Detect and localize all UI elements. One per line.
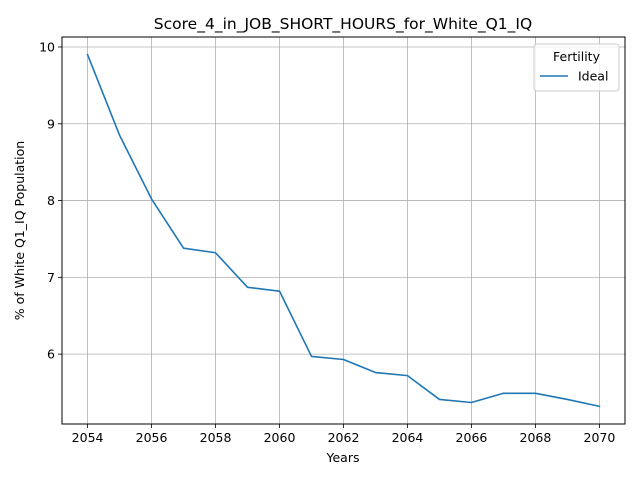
x-tick-label: 2062 <box>328 430 360 445</box>
x-axis: 2054 2056 2058 2060 2062 2064 2066 2068 2070 <box>72 424 616 445</box>
legend: Fertility Ideal <box>533 43 620 92</box>
x-tick-label: 2058 <box>200 430 232 445</box>
x-tick-label: 2068 <box>520 430 552 445</box>
y-tick-label: 6 <box>47 347 55 362</box>
x-tick-label: 2070 <box>584 430 616 445</box>
y-tick-label: 7 <box>47 270 55 285</box>
y-tick-label: 8 <box>47 193 55 208</box>
chart-title: Score_4_in_JOB_SHORT_HOURS_for_White_Q1_… <box>154 15 532 34</box>
y-tick-label: 10 <box>39 39 55 54</box>
y-tick-label: 9 <box>47 116 55 131</box>
x-axis-label: Years <box>326 450 360 465</box>
y-axis: 6 7 8 9 10 <box>39 39 62 362</box>
x-tick-label: 2054 <box>72 430 104 445</box>
x-tick-label: 2064 <box>392 430 424 445</box>
grid-lines <box>62 37 625 424</box>
x-tick-label: 2060 <box>264 430 296 445</box>
legend-box <box>533 43 620 92</box>
x-tick-label: 2066 <box>456 430 488 445</box>
x-tick-label: 2056 <box>136 430 168 445</box>
legend-title: Fertility <box>553 49 601 64</box>
series-layer <box>86 53 601 408</box>
y-axis-label: % of White Q1_IQ Population <box>12 141 27 320</box>
series-line-ideal <box>86 53 601 408</box>
legend-label-ideal: Ideal <box>578 69 608 84</box>
